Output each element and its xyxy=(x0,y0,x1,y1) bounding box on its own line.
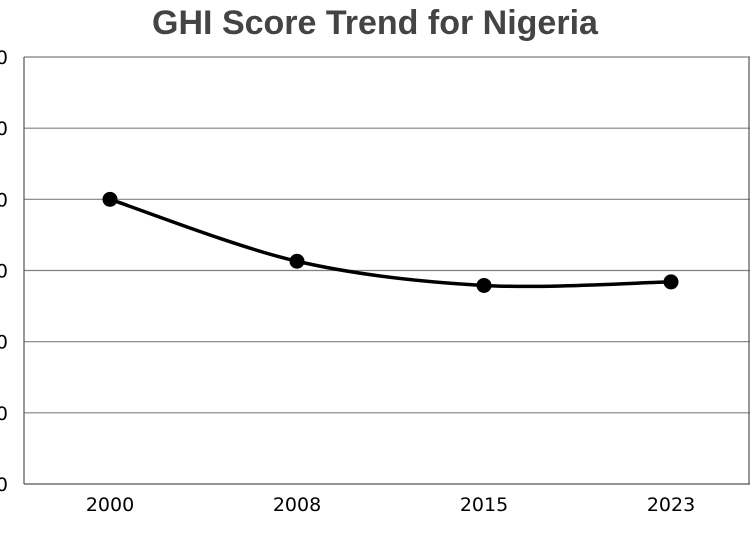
data-point-2008[interactable] xyxy=(289,253,305,269)
axis-layer xyxy=(23,57,750,485)
series-layer xyxy=(102,191,679,293)
y-tick-label: 40 xyxy=(0,189,8,211)
chart-title: GHI Score Trend for Nigeria xyxy=(152,4,598,42)
x-tick-label: 2008 xyxy=(273,494,321,516)
data-point-2023[interactable] xyxy=(663,274,679,290)
y-tick-label: 10 xyxy=(0,403,8,425)
data-point-2015[interactable] xyxy=(476,277,492,293)
y-tick-label: 60 xyxy=(0,47,8,69)
x-tick-label: 2015 xyxy=(460,494,508,516)
y-tick-label: 30 xyxy=(0,261,8,283)
label-layer: 0 10 20 30 40 50 60 2000 2008 2015 2023 xyxy=(0,47,695,516)
y-tick-label: 50 xyxy=(0,118,8,140)
x-tick-label: 2023 xyxy=(647,494,695,516)
data-point-2000[interactable] xyxy=(102,191,118,207)
y-tick-label: 20 xyxy=(0,332,8,354)
y-tick-label: 0 xyxy=(0,474,8,496)
series-line xyxy=(109,197,672,289)
x-tick-label: 2000 xyxy=(86,494,134,516)
grid-layer xyxy=(24,56,750,414)
